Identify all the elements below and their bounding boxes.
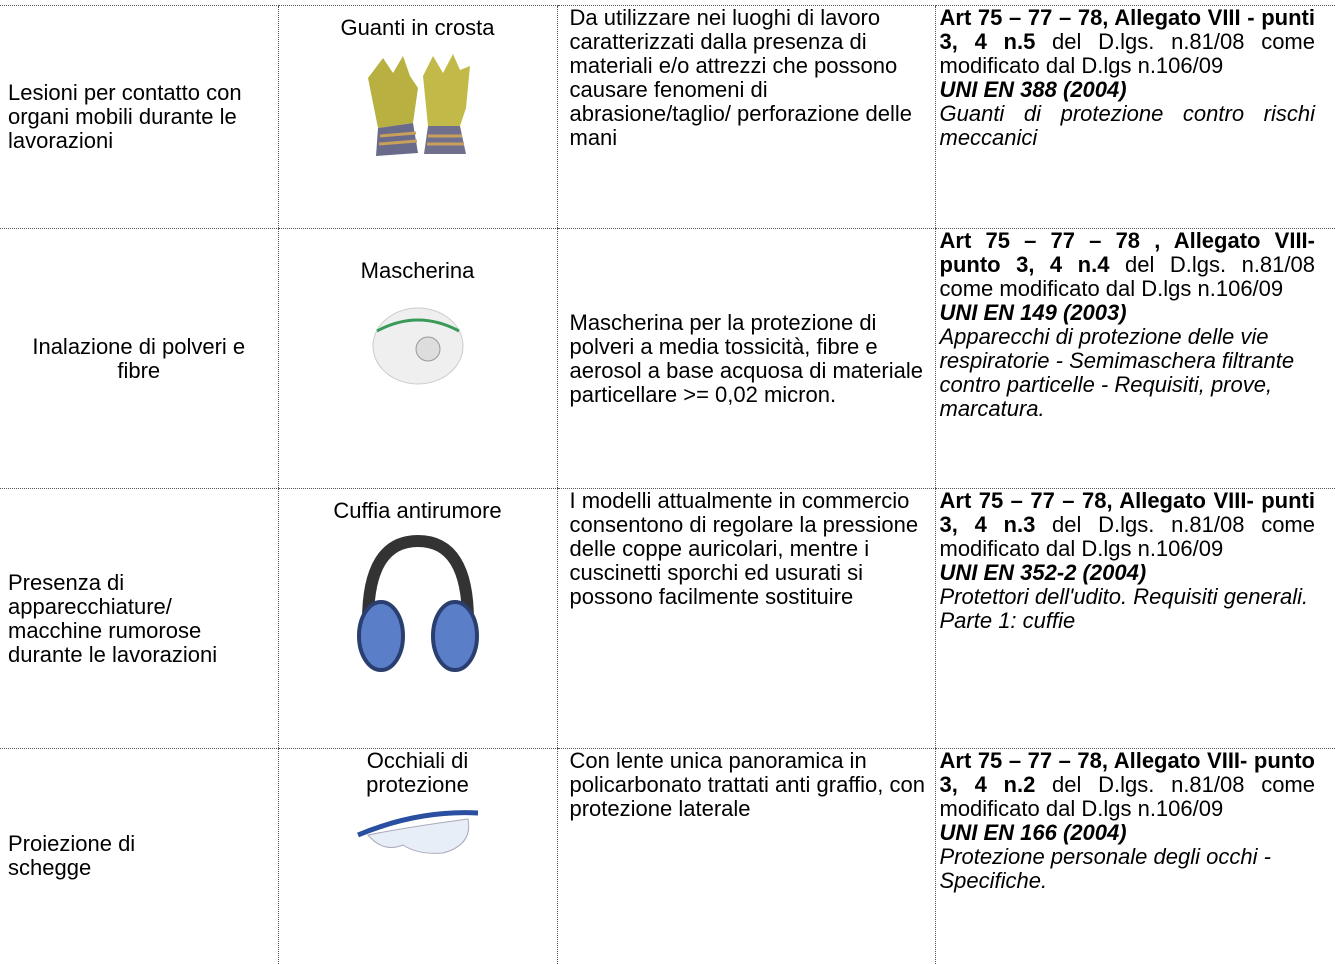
risk: Inalazione di polveri e fibre <box>32 333 246 383</box>
norm-cell: Art 75 – 77 – 78, Allegato VIII - punti … <box>934 5 1335 229</box>
norm-cell: Art 75 – 77 – 78, Allegato VIII- punto 3… <box>934 748 1335 964</box>
risk-cell: Inalazione di polveri e fibre <box>0 228 278 489</box>
risk: Presenza di apparecchiature/ macchine ru… <box>8 569 218 667</box>
risk-cell: Presenza di apparecchiature/ macchine ru… <box>0 488 278 749</box>
description-cell: I modelli attualmente in commercio conse… <box>556 488 935 749</box>
norm-standard-title: Guanti di protezione contro rischi mecca… <box>939 101 1316 150</box>
gloves-image <box>367 54 470 156</box>
norm-standard: UNI EN 149 (2003) <box>939 300 1127 325</box>
description-cell: Con lente unica panoramica in policarbon… <box>556 748 935 964</box>
norm-reference: Art 75 – 77 – 78, Allegato VIII - punti … <box>939 5 1316 54</box>
description: Con lente unica panoramica in policarbon… <box>569 748 925 821</box>
description: Mascherina per la protezione di polveri … <box>569 309 923 407</box>
norm-reference: Art 75 – 77 – 78 , Allegato VIII- punto … <box>939 228 1316 277</box>
norm-standard-title: Protettori dell'udito. Requisiti general… <box>939 584 1309 633</box>
norm-cell: Art 75 – 77 – 78, Allegato VIII- punti 3… <box>934 488 1335 749</box>
norm-decree: del D.lgs. n.81/08 come modificato dal D… <box>939 252 1316 301</box>
norm-reference: Art 75 – 77 – 78, Allegato VIII- punto 3… <box>939 748 1316 797</box>
norm-cell: Art 75 – 77 – 78 , Allegato VIII- punto … <box>934 228 1335 489</box>
dpi-name: Mascherina <box>360 258 475 283</box>
norm-decree: del D.lgs. n.81/08 come modificato dal D… <box>939 29 1316 78</box>
norm-standard: UNI EN 388 (2004) <box>939 77 1127 102</box>
description: Da utilizzare nei luoghi di lavoro carat… <box>569 5 912 150</box>
risk: Proiezione di schegge <box>8 831 136 881</box>
table-row: Proiezione di schegge Occhiali di protez… <box>0 748 1335 964</box>
dpi-table: Lesioni per contatto con organi mobili d… <box>0 5 1335 964</box>
norm-standard-title: Apparecchi di protezione delle vie respi… <box>939 324 1295 421</box>
glasses-image <box>356 810 478 854</box>
table-row: Inalazione di polveri e fibre Mascherina… <box>0 228 1335 489</box>
norm-decree: del D.lgs. n.81/08 come modificato dal D… <box>939 772 1316 821</box>
dpi-name: Guanti in crosta <box>340 15 495 40</box>
dpi-cell: Occhiali di protezione <box>277 748 557 964</box>
dpi-cell: Guanti in crosta <box>277 5 557 229</box>
norm-reference: Art 75 – 77 – 78, Allegato VIII- punti 3… <box>939 488 1316 537</box>
table-row: Lesioni per contatto con organi mobili d… <box>0 5 1335 229</box>
table-row: Presenza di apparecchiature/ macchine ru… <box>0 488 1335 749</box>
norm-standard: UNI EN 166 (2004) <box>939 820 1127 845</box>
risk-cell: Lesioni per contatto con organi mobili d… <box>0 5 278 229</box>
risk: Lesioni per contatto con organi mobili d… <box>8 80 242 153</box>
earmuff-image <box>356 534 479 672</box>
risk-cell: Proiezione di schegge <box>0 748 278 964</box>
dpi-cell: Cuffia antirumore <box>277 488 557 749</box>
dpi-name: Occhiali di protezione <box>366 748 469 797</box>
mask-image <box>372 307 463 385</box>
norm-standard: UNI EN 352-2 (2004) <box>939 560 1147 585</box>
dpi-name: Cuffia antirumore <box>333 498 502 523</box>
description-cell: Mascherina per la protezione di polveri … <box>556 228 935 489</box>
norm-decree: del D.lgs. n.81/08 come modificato dal D… <box>939 512 1316 561</box>
description-cell: Da utilizzare nei luoghi di lavoro carat… <box>556 5 935 229</box>
description: I modelli attualmente in commercio conse… <box>569 488 919 609</box>
dpi-cell: Mascherina <box>277 228 557 489</box>
norm-standard-title: Protezione personale degli occhi - Speci… <box>939 844 1271 893</box>
